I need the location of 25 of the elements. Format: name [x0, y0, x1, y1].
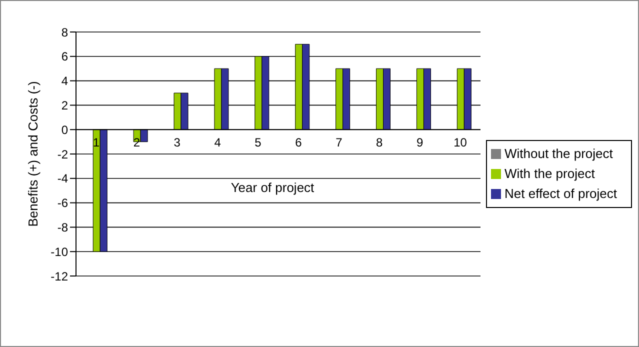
y-tick-label: -8 [57, 220, 68, 234]
legend-label: Net effect of project [504, 186, 617, 200]
legend-label: With the project [504, 166, 595, 180]
y-tick-label: -2 [57, 147, 68, 162]
x-tick-label: 4 [214, 135, 222, 150]
y-tick-label: -6 [57, 196, 68, 210]
y-tick-label: -12 [50, 269, 68, 284]
y-tick-label: -10 [50, 244, 68, 259]
x-tick-label: 3 [174, 135, 181, 150]
x-tick-label: 1 [92, 135, 100, 150]
y-tick-label: 2 [61, 98, 68, 112]
x-tick-label: 9 [416, 135, 424, 150]
y-tick-label: 0 [61, 122, 68, 137]
x-tick-label: 10 [454, 135, 468, 150]
y-tick-label: 6 [61, 50, 68, 64]
x-tick-label: 8 [376, 135, 384, 150]
legend-label: Without the project [504, 146, 613, 160]
y-tick-label: 4 [61, 74, 68, 88]
x-tick-label: 7 [336, 135, 343, 150]
x-axis-title: Year of project [230, 180, 316, 196]
y-tick-label: 8 [61, 25, 68, 40]
x-tick-label: 6 [295, 135, 302, 150]
x-tick-label: 5 [254, 135, 262, 150]
y-tick-label: -4 [57, 172, 68, 186]
y-axis-title: Benefits (+) and Costs (-) [26, 81, 41, 227]
